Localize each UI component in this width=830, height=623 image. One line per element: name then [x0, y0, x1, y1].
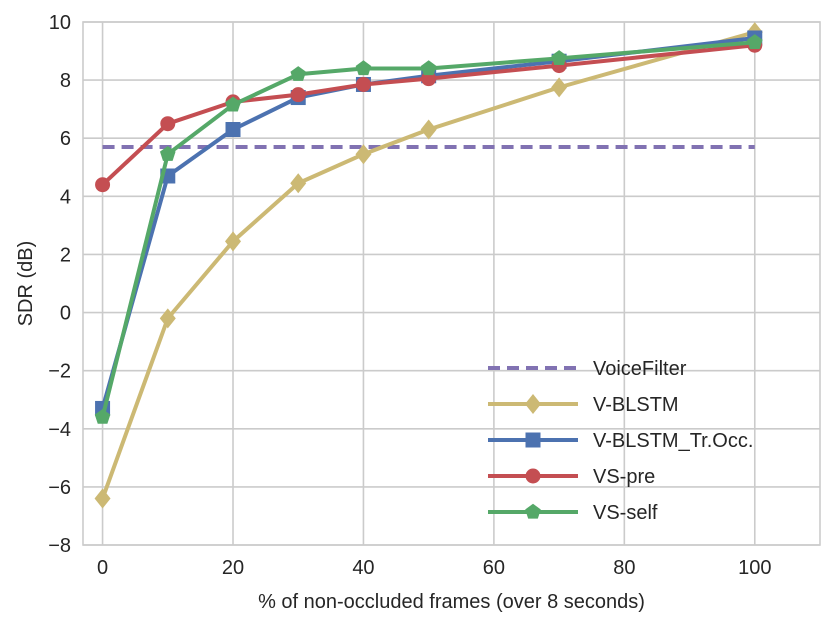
data-point-v-blstm-tr-occ: [225, 122, 241, 138]
legend-entry-v-blstm-tr-occ: V-BLSTM_Tr.Occ.: [488, 430, 753, 452]
data-point-vs-self: [290, 66, 307, 81]
legend: VoiceFilter V-BLSTM V-BLSTM_Tr.Occ. VS-pre V…: [488, 358, 753, 524]
legend-label-vs-self: VS-self: [593, 502, 658, 524]
series-vs-self: [94, 34, 763, 424]
y-tick-label: −2: [48, 361, 71, 383]
data-point-vs-self: [420, 60, 437, 76]
plot-border: [82, 21, 821, 546]
data-point-vs-pre: [355, 76, 371, 92]
legend-label-v-blstm: V-BLSTM: [593, 394, 679, 416]
legend-marker-vs-self: [525, 503, 541, 519]
data-point-vs-self: [159, 146, 176, 161]
y-tick-label: −8: [48, 535, 71, 557]
legend-entry-vs-self: VS-self: [488, 502, 658, 524]
y-axis-label: SDR (dB): [15, 241, 37, 327]
data-point-vs-self: [94, 408, 111, 424]
legend-entry-voicefilter: VoiceFilter: [488, 358, 687, 380]
grid-layer: [83, 21, 820, 546]
legend-marker-vs-pre: [525, 468, 541, 484]
data-point-v-blstm: [225, 231, 242, 252]
data-point-v-blstm: [355, 144, 372, 165]
x-axis-label: % of non-occluded frames (over 8 seconds…: [258, 591, 645, 613]
data-point-v-blstm: [420, 119, 437, 140]
x-tick-label: 0: [97, 557, 108, 579]
tick-labels: 0 20 40 60 80 100 −8 −6 −4 −2 0 2 4 6 8 10: [48, 12, 771, 579]
legend-label-voicefilter: VoiceFilter: [593, 358, 687, 380]
x-tick-label: 60: [483, 557, 505, 579]
y-tick-label: 6: [60, 128, 71, 150]
series-line-vs-pre: [101, 43, 755, 187]
plot-frame: [82, 21, 821, 546]
legend-marker-v-blstm-tr-occ: [525, 432, 541, 448]
data-point-vs-self: [746, 34, 763, 49]
x-tick-label: 20: [222, 557, 244, 579]
legend-label-v-blstm-tr-occ: V-BLSTM_Tr.Occ.: [593, 430, 753, 452]
y-tick-label: 0: [60, 303, 71, 325]
data-point-v-blstm: [290, 173, 307, 194]
y-tick-label: −6: [48, 477, 71, 499]
legend-entry-v-blstm: V-BLSTM: [488, 394, 679, 416]
data-point-vs-pre: [95, 177, 111, 193]
data-point-v-blstm: [94, 488, 111, 509]
series-layer: [94, 22, 763, 509]
x-tick-label: 40: [352, 557, 374, 579]
data-point-vs-self: [355, 60, 372, 76]
series-line-v-blstm-tr-occ: [100, 35, 756, 409]
y-tick-label: 8: [60, 70, 71, 92]
series-vs-pre: [95, 37, 763, 193]
x-tick-label: 80: [613, 557, 635, 579]
legend-marker-v-blstm: [525, 394, 541, 414]
y-tick-label: 10: [49, 12, 71, 34]
data-point-vs-self: [551, 50, 567, 65]
x-tick-label: 100: [738, 557, 771, 579]
legend-entry-vs-pre: VS-pre: [488, 466, 655, 488]
data-point-v-blstm: [159, 308, 176, 329]
series-line-v-blstm: [100, 30, 756, 500]
data-point-vs-pre: [290, 87, 306, 103]
data-point-vs-self: [225, 96, 241, 112]
series-line-vs-self: [100, 40, 755, 418]
data-point-v-blstm: [551, 77, 568, 98]
data-point-vs-pre: [160, 116, 176, 132]
y-tick-label: 4: [60, 186, 71, 208]
y-tick-label: 2: [60, 244, 71, 266]
legend-label-vs-pre: VS-pre: [593, 466, 655, 488]
y-tick-label: −4: [48, 419, 71, 441]
